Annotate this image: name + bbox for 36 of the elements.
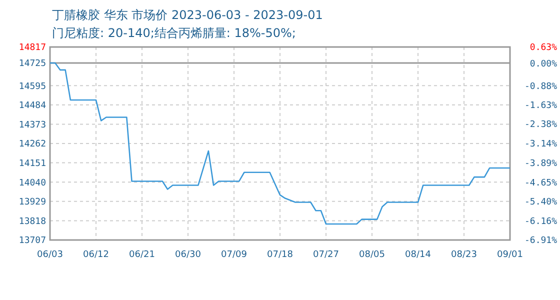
y2-tick-label: -4.65% bbox=[524, 178, 558, 188]
y-tick-label: 14262 bbox=[18, 140, 46, 150]
x-tick-label: 08/23 bbox=[451, 250, 477, 260]
x-tick-label: 08/14 bbox=[405, 250, 432, 260]
y2-tick-label: -6.91% bbox=[524, 236, 558, 246]
y-tick-label: 14484 bbox=[18, 101, 46, 112]
y2-tick-label: -0.88% bbox=[524, 82, 558, 92]
x-tick-label: 07/27 bbox=[313, 250, 339, 260]
x-tick-label: 07/18 bbox=[267, 250, 294, 260]
y-tick-label: 14817 bbox=[18, 43, 46, 54]
y2-tick-label: -2.38% bbox=[524, 120, 558, 130]
y-tick-label: 14595 bbox=[18, 82, 46, 92]
y-tick-label: 13707 bbox=[18, 236, 46, 246]
chart-subtitle: 门尼粘度: 20-140;结合丙烯腈量: 18%-50%; bbox=[52, 26, 296, 40]
y-tick-label: 14373 bbox=[18, 120, 46, 130]
x-tick-label: 09/01 bbox=[497, 250, 523, 260]
chart-title: 丁腈橡胶 华东 市场价 2023-06-03 - 2023-09-01 bbox=[52, 8, 323, 22]
x-tick-label: 07/09 bbox=[221, 250, 248, 260]
y2-tick-label: 0.63% bbox=[530, 43, 558, 54]
y2-tick-label: -3.89% bbox=[524, 158, 558, 169]
y2-tick-label: -5.40% bbox=[524, 198, 558, 208]
y-tick-label: 14040 bbox=[18, 178, 46, 188]
x-tick-label: 08/05 bbox=[359, 250, 385, 260]
y2-tick-label: 0.00% bbox=[530, 59, 558, 70]
y-tick-label: 14151 bbox=[18, 158, 46, 169]
y-tick-label: 13929 bbox=[18, 198, 46, 208]
x-tick-label: 06/12 bbox=[83, 250, 109, 260]
y2-tick-label: -6.16% bbox=[524, 216, 558, 227]
y2-tick-label: -1.63% bbox=[524, 101, 558, 111]
x-tick-label: 06/21 bbox=[129, 250, 155, 260]
y2-tick-label: -3.14% bbox=[524, 140, 558, 150]
x-tick-label: 06/30 bbox=[175, 250, 202, 260]
x-tick-label: 06/03 bbox=[37, 250, 63, 260]
y-tick-label: 13818 bbox=[18, 216, 46, 227]
line-series bbox=[49, 62, 511, 225]
y-tick-label: 14725 bbox=[18, 59, 46, 70]
